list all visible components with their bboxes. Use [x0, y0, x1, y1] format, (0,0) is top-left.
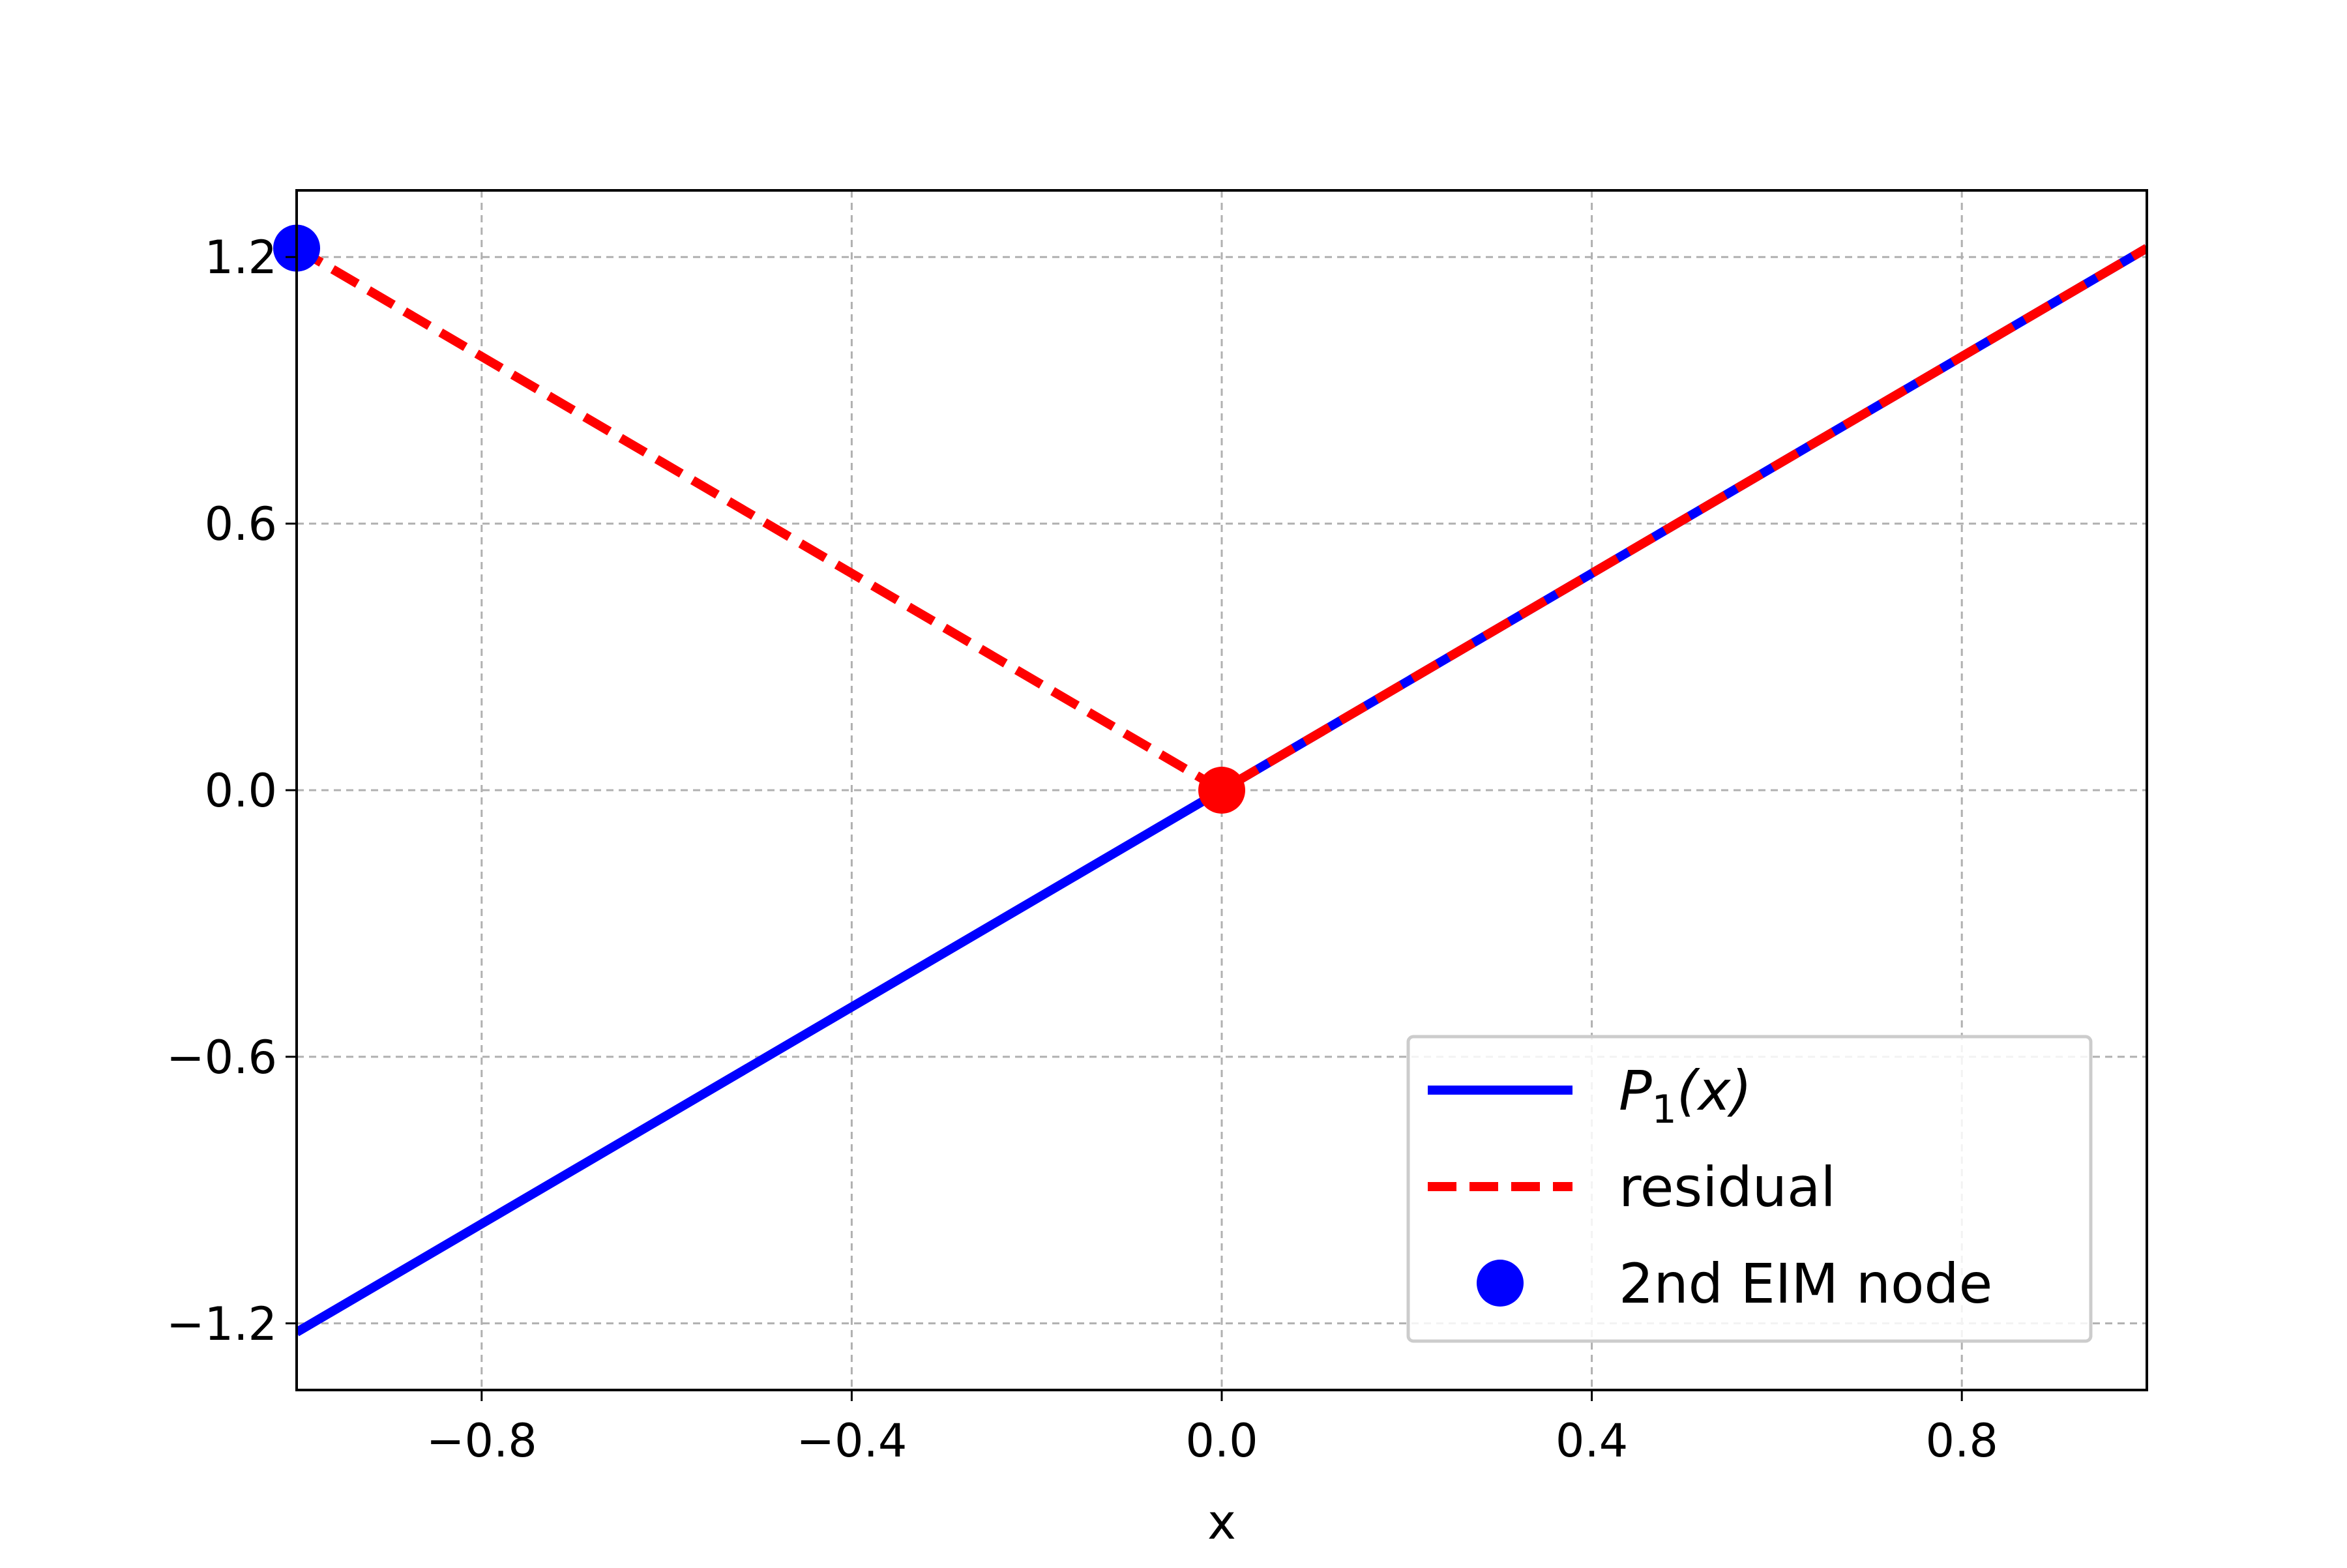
legend-label-p1-main: P: [1619, 1059, 1652, 1123]
legend-label-p1-tail: (x): [1677, 1059, 1752, 1123]
x-tick-label-1: −0.4: [796, 1414, 907, 1468]
y-tick-label-0: −1.2: [166, 1297, 277, 1351]
x-tick-label-2: 0.0: [1185, 1414, 1258, 1468]
y-tick-label-1: −0.6: [166, 1031, 277, 1084]
x-tick-label-4: 0.8: [1926, 1414, 1998, 1468]
x-tick-label-0: −0.8: [426, 1414, 537, 1468]
series-line-residual: [297, 244, 2147, 796]
zero-marker: [1198, 767, 1245, 814]
legend-marker-eim-node: [1477, 1260, 1524, 1307]
y-tick-label-2: 0.0: [205, 764, 277, 818]
y-tick-label-3: 0.6: [205, 497, 277, 551]
legend-label-p1: P1(x): [1619, 1059, 1752, 1132]
plot-series: [273, 224, 2147, 1337]
y-tick-label-4: 1.2: [205, 231, 277, 284]
legend-box: [1406, 1035, 2093, 1343]
ticks: −0.8 −0.4 0.0 0.4 0.8 −1.2 −0.6 0.0 0.6 1.2: [166, 231, 1998, 1468]
legend: P1(x) residual 2nd EIM node: [1406, 1035, 2093, 1343]
legend-label-p1-sub: 1: [1652, 1087, 1677, 1132]
x-tick-label-3: 0.4: [1556, 1414, 1628, 1468]
legend-label-eim-node: 2nd EIM node: [1619, 1252, 1992, 1316]
legend-label-residual: residual: [1619, 1155, 1836, 1219]
x-axis-label: x: [1207, 1494, 1236, 1550]
